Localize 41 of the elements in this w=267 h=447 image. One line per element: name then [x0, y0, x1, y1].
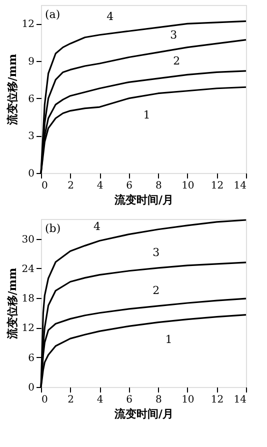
y-tick-label: 24 [22, 264, 34, 275]
x-axis-title: 流变时间/月 [113, 194, 174, 206]
x-tick-label: 0 [42, 180, 48, 192]
y-tick-label: 9 [28, 56, 34, 68]
y-tick-label: 0 [28, 168, 34, 180]
x-tick-label: 4 [96, 180, 104, 192]
y-tick-label: 3 [28, 131, 34, 142]
annotation: 3 [170, 28, 178, 42]
x-tick-label: 0 [42, 394, 48, 406]
x-tick-label: 6 [126, 180, 133, 192]
y-tick-label: 12 [22, 19, 34, 30]
y-tick-label: 30 [22, 234, 34, 246]
x-tick-label: 14 [234, 394, 246, 406]
annotation: 1 [143, 108, 150, 122]
x-tick-label: 8 [155, 180, 162, 192]
chart-title: (a) [45, 8, 60, 21]
chart-title: (b) [45, 222, 61, 235]
y-tick-label: 0 [28, 382, 34, 394]
annotation: 2 [173, 54, 180, 68]
x-tick-label: 6 [126, 394, 133, 406]
y-axis-title: 流变位移/mm [6, 267, 19, 340]
annotation: 4 [93, 220, 100, 234]
y-tick-label: 12 [22, 323, 34, 334]
annotation: 3 [152, 246, 160, 259]
x-axis-title: 流变时间/月 [113, 408, 174, 420]
x-tick-label: 2 [68, 180, 74, 192]
x-tick-label: 10 [182, 394, 194, 406]
y-tick-label: 6 [28, 94, 34, 105]
x-tick-label: 8 [155, 394, 162, 406]
y-axis-title: 流变位移/mm [6, 53, 19, 126]
annotation: 1 [165, 332, 172, 346]
x-tick-label: 12 [210, 180, 224, 192]
annotation: 4 [106, 10, 114, 24]
x-tick-label: 10 [182, 180, 194, 192]
x-tick-label: 14 [234, 180, 246, 192]
x-tick-label: 2 [68, 394, 74, 406]
annotation: 2 [152, 284, 160, 297]
x-tick-label: 4 [96, 394, 104, 406]
y-tick-label: 18 [22, 294, 34, 305]
y-tick-label: 6 [28, 352, 34, 364]
x-tick-label: 12 [210, 394, 224, 406]
